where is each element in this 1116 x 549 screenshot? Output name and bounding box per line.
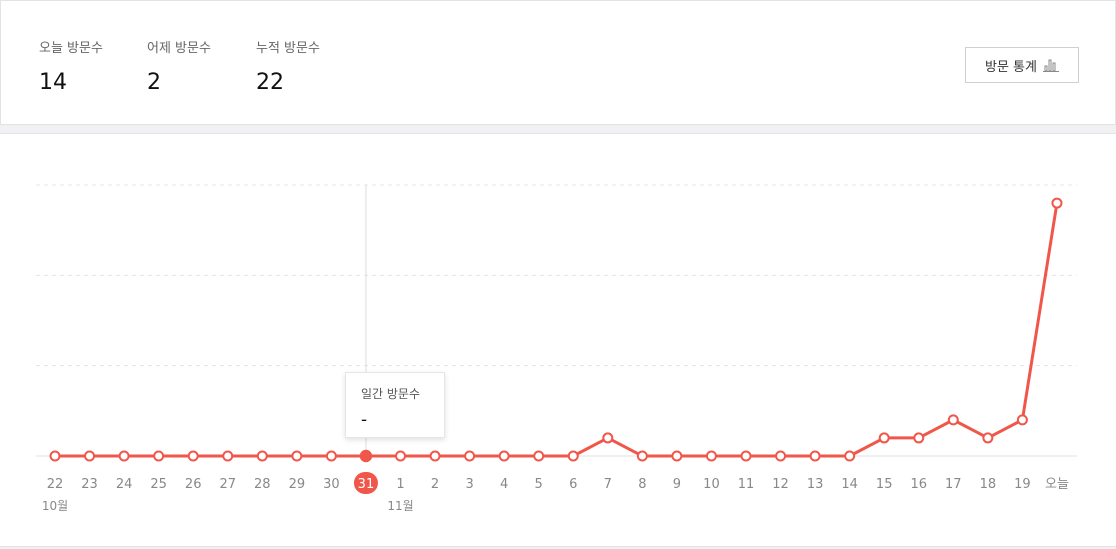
data-point [740,450,752,462]
today-visits-label: 오늘 방문수 [39,41,103,56]
data-point [84,450,96,462]
x-tick-label: 24 [116,477,133,492]
data-point [256,450,268,462]
data-point [602,432,614,444]
data-point [1016,414,1028,426]
data-point [49,450,61,462]
data-point [809,450,821,462]
data-point [913,432,925,444]
x-tick-label: 14 [841,477,858,492]
total-visits-label: 누적 방문수 [256,41,320,56]
today-visits-stat: 오늘 방문수 14 [39,37,103,95]
x-tick-label: 16 [910,477,927,492]
data-point [429,450,441,462]
visit-stats-button-label: 방문 통계 [985,59,1037,75]
bar-chart-icon [1042,59,1059,72]
total-visits-stat: 누적 방문수 22 [256,37,320,95]
data-point [636,450,648,462]
data-point [325,450,337,462]
data-point [775,450,787,462]
month-label: 11월 [387,499,413,513]
data-point [118,450,130,462]
x-tick-label: 13 [807,477,824,492]
tooltip-value: - [361,410,368,430]
x-tick-label: 17 [945,477,962,492]
x-tick-label: 31 [358,477,375,492]
highlighted-tick-badge [353,472,378,494]
data-point [1051,197,1063,209]
x-tick-label: 23 [81,477,98,492]
data-point [844,450,856,462]
x-tick-label: 28 [254,477,271,492]
data-point [498,450,510,462]
x-tick-label: 19 [1014,477,1031,492]
data-point [567,450,579,462]
x-tick-label: 18 [980,477,997,492]
data-point [153,450,165,462]
data-point [947,414,959,426]
x-tick-label: 3 [465,477,473,492]
x-tick-label: 4 [500,477,508,492]
month-label: 10월 [42,499,68,513]
data-point [878,432,890,444]
x-tick-label: 11 [738,477,755,492]
data-point [464,450,476,462]
visit-summary-panel: 오늘 방문수 14 어제 방문수 2 누적 방문수 22 방문 통계 [0,0,1116,125]
data-point [291,450,303,462]
daily-visits-chart-panel: 22 23 24 25 26 27 28 29 30 31 1 2 3 4 5 6 7 8 9 10 11 12 13 14 1… [0,133,1116,547]
data-point-highlighted [359,449,373,463]
data-point [705,450,717,462]
x-tick-label: 9 [673,477,681,492]
yesterday-visits-label: 어제 방문수 [147,41,211,56]
tooltip-label: 일간 방문수 [361,387,421,401]
yesterday-visits-value: 2 [147,70,161,95]
x-tick-label: 12 [772,477,789,492]
data-point [533,450,545,462]
x-tick-label: 15 [876,477,893,492]
total-visits-value: 22 [256,70,284,95]
x-tick-label: 오늘 [1045,477,1069,492]
x-tick-label: 10 [703,477,720,492]
series-line [55,202,1059,458]
x-tick-label: 7 [604,477,612,492]
data-point [222,450,234,462]
x-tick-label: 6 [569,477,577,492]
yesterday-visits-stat: 어제 방문수 2 [147,37,211,95]
x-tick-label: 8 [638,477,646,492]
x-tick-label: 2 [431,477,439,492]
chart-tooltip: 일간 방문수 - [345,372,445,438]
data-point [982,432,994,444]
x-tick-label: 27 [219,477,236,492]
x-tick-label: 25 [150,477,167,492]
data-point [395,450,406,462]
x-tick-label: 22 [47,477,64,492]
data-point [187,450,199,462]
data-point [671,450,683,462]
visit-stats-button[interactable]: 방문 통계 [965,47,1079,83]
today-visits-value: 14 [39,70,67,95]
x-tick-label: 30 [323,477,340,492]
x-tick-label: 26 [185,477,202,492]
daily-visits-chart: 22 23 24 25 26 27 28 29 30 31 1 2 3 4 5 6 7 8 9 10 11 12 13 14 1… [36,184,1077,513]
x-tick-label: 29 [289,477,306,492]
x-tick-label: 1 [396,477,404,492]
x-tick-label: 5 [535,477,543,492]
